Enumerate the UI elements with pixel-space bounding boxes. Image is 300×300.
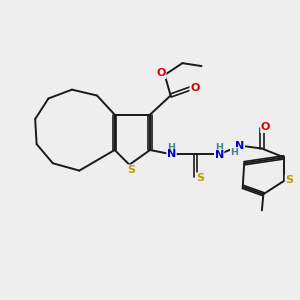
Text: S: S (285, 175, 293, 185)
Text: N: N (235, 141, 244, 151)
Text: H: H (215, 142, 223, 152)
Text: H: H (230, 148, 238, 157)
Text: N: N (167, 149, 176, 159)
Text: S: S (127, 165, 135, 175)
Text: O: O (157, 68, 166, 78)
Text: N: N (214, 150, 224, 160)
Text: S: S (196, 173, 204, 183)
Text: H: H (167, 143, 175, 152)
Text: O: O (261, 122, 270, 132)
Text: O: O (190, 82, 200, 93)
